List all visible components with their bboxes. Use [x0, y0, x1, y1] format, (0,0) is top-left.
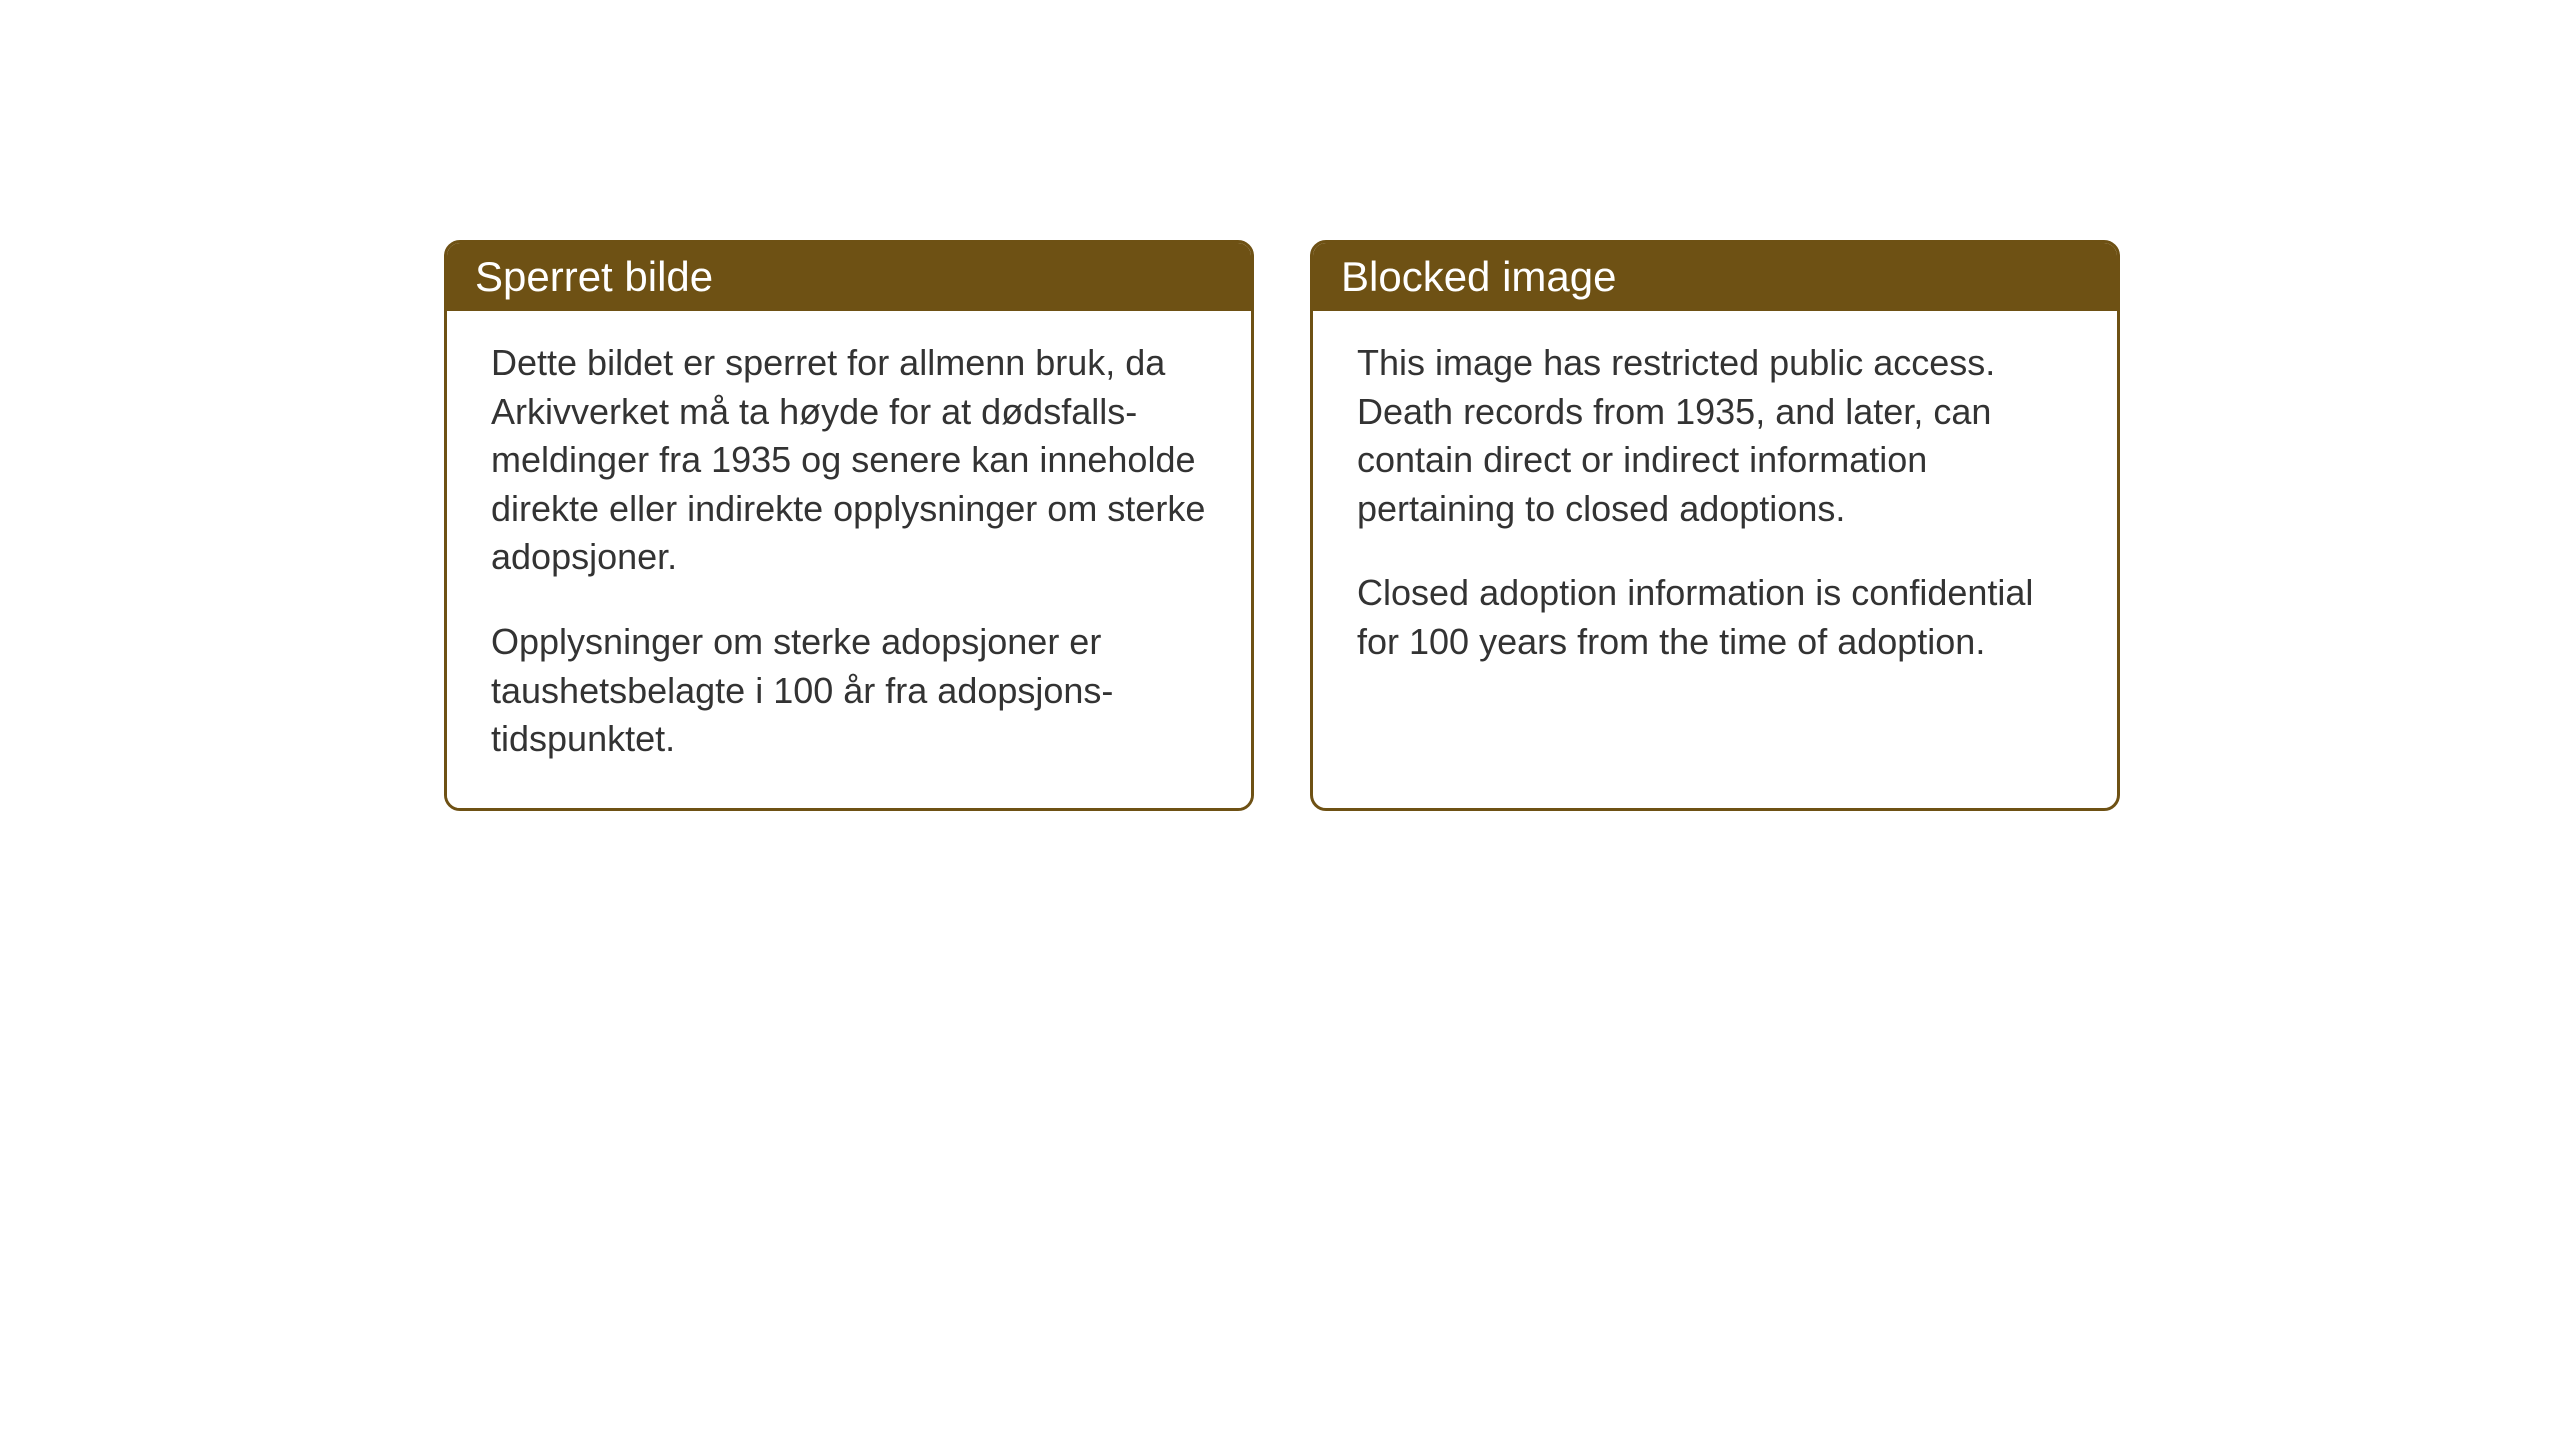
card-english-body: This image has restricted public access.… [1313, 311, 2117, 711]
card-english-title: Blocked image [1341, 253, 1616, 300]
card-norwegian-paragraph-1: Dette bildet er sperret for allmenn bruk… [491, 339, 1207, 582]
card-norwegian-paragraph-2: Opplysninger om sterke adopsjoner er tau… [491, 618, 1207, 764]
card-norwegian: Sperret bilde Dette bildet er sperret fo… [444, 240, 1254, 811]
card-norwegian-title: Sperret bilde [475, 253, 713, 300]
cards-container: Sperret bilde Dette bildet er sperret fo… [444, 240, 2120, 811]
card-english: Blocked image This image has restricted … [1310, 240, 2120, 811]
card-norwegian-body: Dette bildet er sperret for allmenn bruk… [447, 311, 1251, 808]
card-english-paragraph-2: Closed adoption information is confident… [1357, 569, 2073, 666]
card-norwegian-header: Sperret bilde [447, 243, 1251, 311]
card-english-paragraph-1: This image has restricted public access.… [1357, 339, 2073, 533]
card-english-header: Blocked image [1313, 243, 2117, 311]
